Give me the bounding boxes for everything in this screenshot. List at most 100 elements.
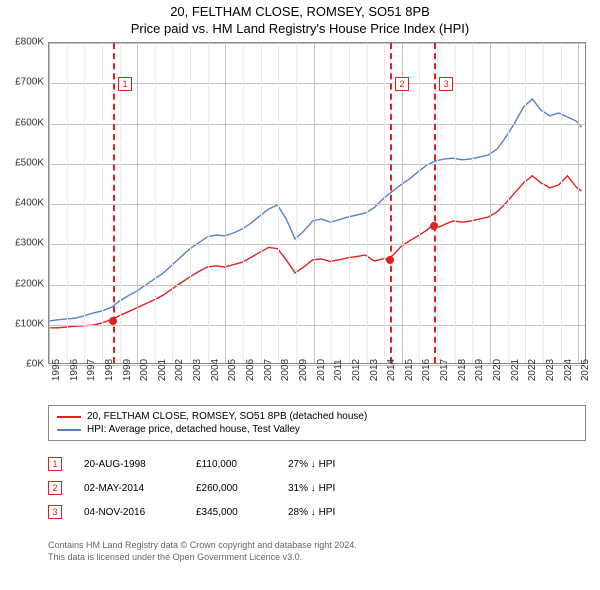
sale-date: 02-MAY-2014 bbox=[84, 483, 174, 494]
sale-marker-line bbox=[434, 43, 436, 363]
x-axis-label: 2013 bbox=[369, 359, 380, 381]
x-axis-label: 2004 bbox=[210, 359, 221, 381]
legend-swatch bbox=[57, 416, 81, 418]
y-axis-label: £600K bbox=[4, 117, 44, 128]
x-axis-label: 2010 bbox=[316, 359, 327, 381]
sale-row: 3 04-NOV-2016 £345,000 28% ↓ HPI bbox=[48, 500, 368, 524]
gridline-vertical bbox=[490, 43, 491, 363]
x-axis-label: 2020 bbox=[492, 359, 503, 381]
x-axis-label: 1998 bbox=[104, 359, 115, 381]
x-axis-label: 2015 bbox=[404, 359, 415, 381]
gridline-vertical bbox=[472, 43, 473, 363]
chart-title: 20, FELTHAM CLOSE, ROMSEY, SO51 8PB bbox=[0, 4, 600, 19]
gridline-vertical bbox=[137, 43, 138, 363]
x-axis-label: 2017 bbox=[439, 359, 450, 381]
sale-diff: 28% ↓ HPI bbox=[288, 507, 368, 518]
legend-label: HPI: Average price, detached house, Test… bbox=[87, 424, 300, 435]
x-axis-label: 2018 bbox=[457, 359, 468, 381]
x-axis-label: 2002 bbox=[174, 359, 185, 381]
sale-point bbox=[430, 222, 438, 230]
gridline-vertical bbox=[261, 43, 262, 363]
sale-marker-line bbox=[113, 43, 115, 363]
x-axis-label: 2012 bbox=[351, 359, 362, 381]
sale-date: 04-NOV-2016 bbox=[84, 507, 174, 518]
gridline-vertical bbox=[508, 43, 509, 363]
sale-row: 1 20-AUG-1998 £110,000 27% ↓ HPI bbox=[48, 452, 368, 476]
x-axis-label: 1997 bbox=[86, 359, 97, 381]
x-axis-label: 2005 bbox=[227, 359, 238, 381]
gridline-horizontal bbox=[49, 244, 585, 245]
sale-tag: 2 bbox=[48, 481, 62, 495]
x-axis-label: 2024 bbox=[563, 359, 574, 381]
sale-row: 202-MAY-2014£260,00031% ↓ HPI bbox=[48, 476, 368, 500]
y-axis-label: £400K bbox=[4, 198, 44, 209]
gridline-vertical bbox=[67, 43, 68, 363]
gridline-vertical bbox=[419, 43, 420, 363]
x-axis-label: 2008 bbox=[280, 359, 291, 381]
x-axis-label: 1996 bbox=[69, 359, 80, 381]
y-axis-label: £700K bbox=[4, 77, 44, 88]
sale-price: £260,000 bbox=[196, 483, 266, 494]
y-axis-label: £300K bbox=[4, 238, 44, 249]
x-axis-label: 2009 bbox=[298, 359, 309, 381]
sale-marker-line bbox=[390, 43, 392, 363]
x-axis-label: 2006 bbox=[245, 359, 256, 381]
legend-item: 20, FELTHAM CLOSE, ROMSEY, SO51 8PB (det… bbox=[57, 410, 577, 423]
gridline-horizontal bbox=[49, 285, 585, 286]
footnote-line: This data is licensed under the Open Gov… bbox=[48, 552, 357, 564]
gridline-vertical bbox=[367, 43, 368, 363]
gridline-vertical bbox=[384, 43, 385, 363]
x-axis-label: 2001 bbox=[157, 359, 168, 381]
title-block: 20, FELTHAM CLOSE, ROMSEY, SO51 8PB Pric… bbox=[0, 0, 600, 36]
legend-label: 20, FELTHAM CLOSE, ROMSEY, SO51 8PB (det… bbox=[87, 411, 367, 422]
sale-marker-tag: 1 bbox=[118, 77, 132, 91]
sale-price: £345,000 bbox=[196, 507, 266, 518]
gridline-horizontal bbox=[49, 164, 585, 165]
gridline-vertical bbox=[543, 43, 544, 363]
x-axis-label: 2000 bbox=[139, 359, 150, 381]
chart-container: 20, FELTHAM CLOSE, ROMSEY, SO51 8PB Pric… bbox=[0, 0, 600, 590]
gridline-vertical bbox=[331, 43, 332, 363]
gridline-vertical bbox=[402, 43, 403, 363]
chart-subtitle: Price paid vs. HM Land Registry's House … bbox=[0, 21, 600, 36]
x-axis-label: 2011 bbox=[333, 359, 344, 381]
x-axis-label: 1999 bbox=[122, 359, 133, 381]
sale-tag: 3 bbox=[48, 505, 62, 519]
sale-price: £110,000 bbox=[196, 459, 266, 470]
gridline-vertical bbox=[155, 43, 156, 363]
sale-tag: 1 bbox=[48, 457, 62, 471]
sale-date: 20-AUG-1998 bbox=[84, 459, 174, 470]
gridline-horizontal bbox=[49, 204, 585, 205]
gridline-vertical bbox=[349, 43, 350, 363]
sale-diff: 27% ↓ HPI bbox=[288, 459, 368, 470]
y-axis-label: £100K bbox=[4, 318, 44, 329]
gridline-vertical bbox=[190, 43, 191, 363]
x-axis-label: 2022 bbox=[527, 359, 538, 381]
gridline-vertical bbox=[578, 43, 579, 363]
gridline-horizontal bbox=[49, 43, 585, 44]
gridline-vertical bbox=[49, 43, 50, 363]
y-axis-label: £800K bbox=[4, 37, 44, 48]
legend: 20, FELTHAM CLOSE, ROMSEY, SO51 8PB (det… bbox=[48, 405, 586, 441]
gridline-vertical bbox=[525, 43, 526, 363]
sale-marker-tag: 3 bbox=[439, 77, 453, 91]
gridline-vertical bbox=[561, 43, 562, 363]
x-axis-label: 2023 bbox=[545, 359, 556, 381]
gridline-vertical bbox=[225, 43, 226, 363]
footnote: Contains HM Land Registry data © Crown c… bbox=[48, 540, 357, 563]
gridline-vertical bbox=[84, 43, 85, 363]
gridline-horizontal bbox=[49, 124, 585, 125]
series-hpi bbox=[49, 99, 582, 321]
gridline-vertical bbox=[172, 43, 173, 363]
sale-marker-tag: 2 bbox=[395, 77, 409, 91]
gridline-vertical bbox=[278, 43, 279, 363]
line-layer bbox=[49, 43, 585, 363]
gridline-vertical bbox=[296, 43, 297, 363]
x-axis-label: 1995 bbox=[51, 359, 62, 381]
gridline-vertical bbox=[102, 43, 103, 363]
footnote-line: Contains HM Land Registry data © Crown c… bbox=[48, 540, 357, 552]
gridline-vertical bbox=[208, 43, 209, 363]
x-axis-label: 2025 bbox=[580, 359, 591, 381]
gridline-vertical bbox=[455, 43, 456, 363]
gridline-horizontal bbox=[49, 325, 585, 326]
